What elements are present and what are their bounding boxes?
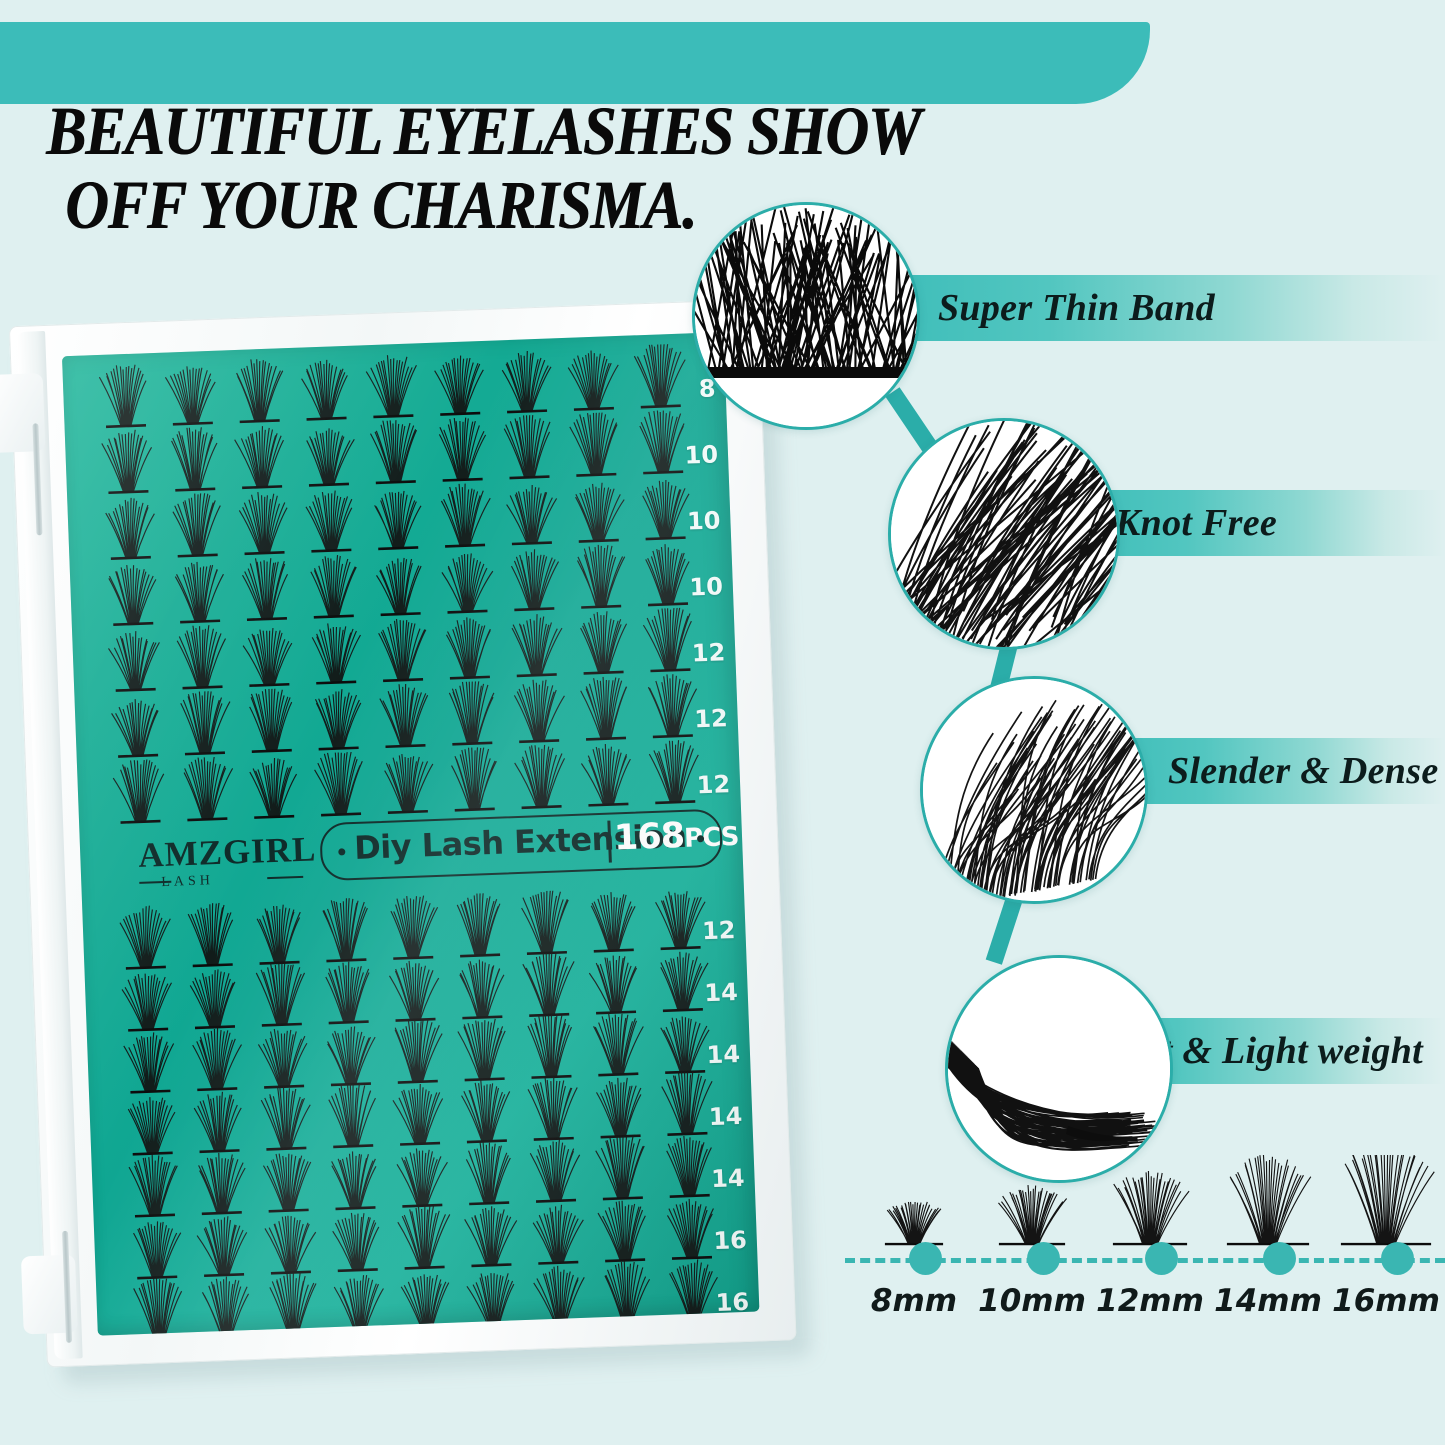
tray-row-size-label: 14	[710, 1163, 746, 1194]
size-chart: 8mm 10mm 12mm 14mm 16mm	[845, 1155, 1445, 1405]
feature-circle-1	[692, 202, 920, 430]
headline-line-1: BEAUTIFUL EYELASHES SHOW	[46, 93, 921, 169]
tray-row: 14	[89, 1069, 753, 1156]
feature-label-2: Knot Free	[1115, 502, 1278, 544]
lash-case: 8 10 10 10 12 12 12 AMZGIRL LASH Diy Lash Exte…	[0, 298, 828, 1422]
size-marker-dot	[909, 1242, 942, 1275]
size-lash-16mm	[1340, 1155, 1435, 1246]
lash-row-graphic	[111, 671, 698, 758]
size-lash-14mm	[1226, 1155, 1312, 1246]
lash-row-graphic	[101, 408, 685, 495]
size-marker-dot	[1027, 1242, 1060, 1275]
feature-label-3: Slender & Dense	[1168, 750, 1439, 792]
tray-row-size-label: 14	[708, 1101, 743, 1132]
lash-row-graphic	[112, 740, 699, 824]
feature-circle-3	[920, 676, 1148, 904]
tray-row: 16	[94, 1194, 758, 1280]
lash-row-graphic	[121, 949, 709, 1032]
size-marker-dot	[1381, 1242, 1414, 1275]
headline-line-2: OFF YOUR CHARISMA.	[65, 167, 697, 243]
size-lash-12mm	[1112, 1170, 1190, 1246]
headline-banner	[0, 22, 1150, 104]
size-label-14mm: 14mm	[1214, 1283, 1322, 1319]
tray-row-size-label: 14	[703, 978, 739, 1008]
tray-row: 8	[62, 342, 726, 429]
brand-name: AMZGIRL	[137, 829, 318, 875]
lash-row-graphic	[105, 479, 690, 560]
tray-row: 12	[82, 884, 746, 970]
tray-row-size-label: 12	[696, 770, 731, 800]
tray-row-size-label: 10	[684, 440, 719, 470]
lash-row-graphic	[128, 1134, 712, 1218]
tray-row-size-label: 16	[712, 1225, 748, 1256]
tray-row-size-label: 10	[688, 572, 724, 602]
size-label-8mm: 8mm	[870, 1283, 958, 1319]
tray-row-size-label: 12	[693, 704, 729, 734]
feature-bar-2: Knot Free	[1075, 490, 1445, 556]
lash-dense-closeup-icon	[923, 679, 1145, 901]
size-label-10mm: 10mm	[978, 1283, 1086, 1319]
tray-row: 12	[77, 738, 741, 824]
tray-row: 14	[84, 946, 748, 1032]
tray-row: 14	[91, 1132, 755, 1218]
tray-row: 12	[74, 671, 738, 758]
tray-row: 12	[72, 605, 736, 692]
tray-row-size-label: 12	[691, 638, 726, 668]
lash-knotfree-closeup-icon	[891, 421, 1117, 647]
feature-circle-4	[945, 955, 1173, 1183]
tray-row-size-label: 14	[706, 1039, 741, 1070]
lash-band-closeup-icon	[695, 205, 917, 427]
lash-row-graphic	[123, 1010, 710, 1094]
quantity-unit: PCS	[683, 821, 740, 854]
tray-row: 10	[67, 474, 731, 560]
feature-bar-3: Slender & Dense	[1100, 738, 1445, 804]
feature-circle-2	[888, 418, 1120, 650]
tray-row: 14	[87, 1008, 751, 1094]
quantity-badge: 168PCS	[613, 814, 739, 859]
size-lash-8mm	[884, 1201, 944, 1246]
tray-row-size-label: 12	[701, 916, 736, 946]
lash-soft-closeup-icon	[948, 958, 1170, 1180]
lash-row-graphic	[108, 543, 690, 626]
tray-row: 10	[70, 540, 734, 626]
size-lash-10mm	[998, 1185, 1068, 1246]
size-label-12mm: 12mm	[1096, 1283, 1204, 1319]
lash-row-graphic	[119, 887, 706, 970]
lash-row-graphic	[127, 1069, 713, 1156]
feature-label-1: Super Thin Band	[938, 287, 1215, 329]
feature-bar-1: Super Thin Band	[880, 275, 1445, 341]
size-label-16mm: 16mm	[1332, 1283, 1440, 1319]
brand-rule-right	[267, 875, 304, 880]
pill-dot-left-icon	[338, 848, 346, 856]
page-title: BEAUTIFUL EYELASHES SHOW OFF YOUR CHARIS…	[46, 20, 1047, 316]
tray-row-size-label: 10	[686, 506, 721, 536]
quantity-number: 168	[613, 815, 685, 859]
lash-row-graphic	[133, 1198, 714, 1280]
lash-tray: 8 10 10 10 12 12 12 AMZGIRL LASH Diy Lash Exte…	[61, 332, 760, 1336]
size-marker-dot	[1145, 1242, 1178, 1275]
brand-sublabel: LASH	[161, 873, 215, 891]
tray-row: 10	[65, 408, 729, 495]
lash-row-graphic	[108, 605, 692, 692]
lash-row-graphic	[98, 342, 686, 429]
size-marker-dot	[1263, 1242, 1296, 1275]
